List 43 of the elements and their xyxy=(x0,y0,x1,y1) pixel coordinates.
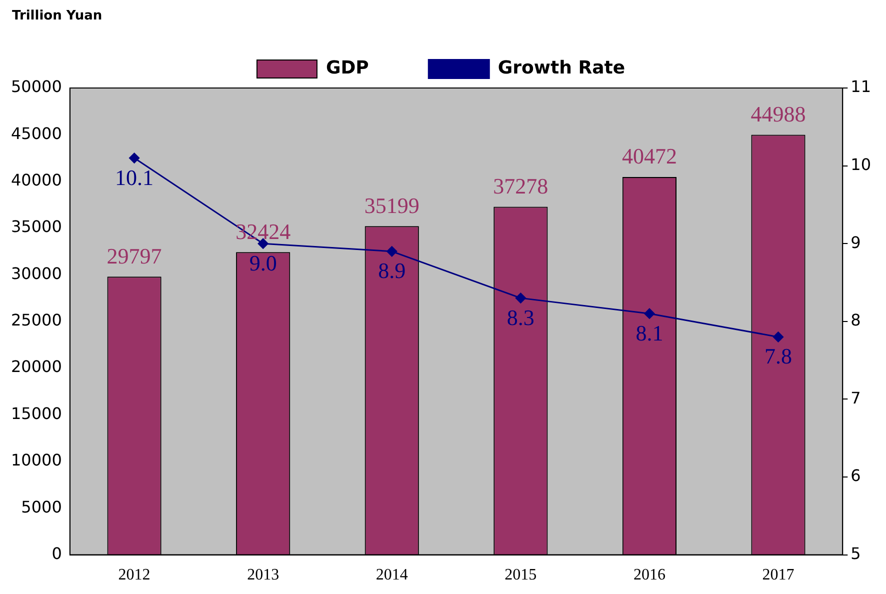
data-label: 7.8 xyxy=(764,344,792,369)
y-tick-label: 35000 xyxy=(10,217,62,236)
y-tick-label: 40000 xyxy=(10,170,62,190)
data-label: 29797 xyxy=(106,243,162,268)
x-tick-label: 2013 xyxy=(247,566,280,584)
y-tick-label: 10000 xyxy=(10,450,62,470)
y-tick-label: 0 xyxy=(52,544,62,563)
point xyxy=(386,246,398,257)
data-label: 8.3 xyxy=(506,304,534,330)
x-tick-label: 2014 xyxy=(376,566,408,584)
point xyxy=(515,292,526,304)
y-axis-title: Trillion Yuan xyxy=(12,8,102,24)
y-tick-label: 50000 xyxy=(10,77,62,96)
y2-tick-label: 6 xyxy=(850,466,861,486)
y2-tick-label: 5 xyxy=(850,544,861,563)
point xyxy=(129,152,140,164)
y-tick-label: 15000 xyxy=(10,404,62,423)
y2-tick-label: 11 xyxy=(850,77,871,96)
legend-label: Growth Rate xyxy=(498,58,626,79)
data-label: 35199 xyxy=(364,192,420,218)
y-tick-label: 45000 xyxy=(10,124,62,143)
y2-tick-label: 10 xyxy=(850,154,871,174)
data-label: 40472 xyxy=(622,144,677,169)
y2-tick-label: 8 xyxy=(850,310,861,330)
data-label: 37278 xyxy=(493,174,548,199)
y2-tick-label: 9 xyxy=(850,232,861,252)
data-label: 8.9 xyxy=(378,258,406,284)
x-tick-label: 2012 xyxy=(118,566,150,584)
y-tick-label: 25000 xyxy=(10,310,62,330)
y-tick-label: 30000 xyxy=(10,264,62,283)
legend-label: GDP xyxy=(326,58,369,79)
x-tick-label: 2017 xyxy=(762,566,794,584)
data-label: 9.0 xyxy=(249,250,277,276)
data-label: 8.1 xyxy=(636,320,664,346)
y2-tick-label: 7 xyxy=(850,388,861,408)
y-tick-label: 5000 xyxy=(21,497,62,516)
x-tick-label: 2015 xyxy=(504,566,537,584)
data-label: 10.1 xyxy=(115,164,154,190)
point xyxy=(644,308,655,319)
x-tick-label: 2016 xyxy=(633,566,666,584)
data-label: 44988 xyxy=(750,102,806,127)
point xyxy=(772,332,784,342)
y-tick-label: 20000 xyxy=(10,357,62,376)
